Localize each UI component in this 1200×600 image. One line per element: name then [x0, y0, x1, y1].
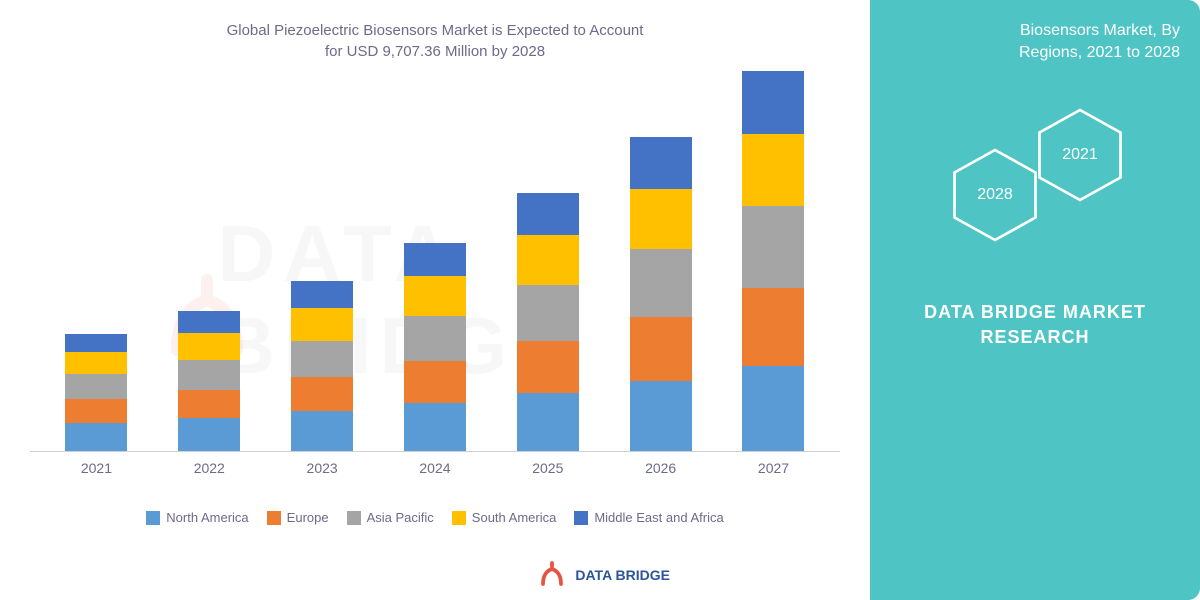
bar-segment: [291, 341, 353, 377]
chart-area: 2021 2022 2023 2024 2025 2026 2027: [30, 72, 840, 492]
bar-group: [51, 334, 141, 451]
chart-title-line2: for USD 9,707.36 Million by 2028: [325, 43, 545, 60]
bar-segment: [178, 333, 240, 360]
bar-segment: [65, 423, 127, 451]
legend-swatch: [267, 511, 281, 525]
right-panel-title: Biosensors Market, By Regions, 2021 to 2…: [890, 20, 1180, 65]
legend-label: South America: [472, 510, 557, 525]
bar-stack: [178, 311, 240, 451]
bar-segment: [517, 393, 579, 451]
legend-swatch: [574, 511, 588, 525]
bar-segment: [65, 374, 127, 399]
x-axis-labels: 2021 2022 2023 2024 2025 2026 2027: [30, 460, 840, 476]
bar-stack: [630, 137, 692, 451]
bar-segment: [404, 361, 466, 403]
legend-item: Asia Pacific: [347, 510, 434, 525]
legend-item: Europe: [267, 510, 329, 525]
bar-segment: [742, 71, 804, 134]
bar-segment: [517, 193, 579, 235]
right-panel: Biosensors Market, By Regions, 2021 to 2…: [870, 0, 1200, 600]
bar-group: [616, 137, 706, 451]
bar-segment: [65, 399, 127, 423]
legend-label: North America: [166, 510, 248, 525]
bars-container: [30, 72, 840, 452]
bar-stack: [65, 334, 127, 451]
hexagon-2021-label: 2021: [1062, 146, 1098, 164]
bar-segment: [178, 311, 240, 333]
bar-group: [390, 243, 480, 451]
right-title-line2: Regions, 2021 to 2028: [1019, 44, 1180, 61]
legend-label: Asia Pacific: [367, 510, 434, 525]
x-axis-label: 2026: [616, 460, 706, 476]
bar-segment: [517, 341, 579, 393]
x-axis-label: 2027: [728, 460, 818, 476]
bar-segment: [291, 377, 353, 411]
chart-title-line1: Global Piezoelectric Biosensors Market i…: [227, 22, 644, 39]
bar-segment: [630, 381, 692, 451]
bar-group: [277, 281, 367, 451]
bar-segment: [742, 366, 804, 451]
bar-stack: [742, 71, 804, 451]
footer-logo: DATA BRIDGE: [537, 560, 670, 590]
x-axis-label: 2022: [164, 460, 254, 476]
footer-logo-text: DATA BRIDGE: [575, 567, 670, 583]
hexagons-container: 2028 2021: [890, 105, 1180, 265]
bar-segment: [742, 206, 804, 288]
legend-item: South America: [452, 510, 557, 525]
main-container: Global Piezoelectric Biosensors Market i…: [0, 0, 1200, 600]
legend-item: Middle East and Africa: [574, 510, 723, 525]
bar-segment: [517, 285, 579, 341]
bar-stack: [404, 243, 466, 451]
bar-group: [728, 71, 818, 451]
bar-stack: [291, 281, 353, 451]
bar-segment: [291, 308, 353, 341]
hexagon-2028-label: 2028: [977, 186, 1013, 204]
bar-group: [164, 311, 254, 451]
bar-segment: [291, 281, 353, 308]
bar-segment: [630, 317, 692, 381]
bar-segment: [65, 334, 127, 352]
bar-segment: [404, 316, 466, 361]
bar-segment: [404, 276, 466, 316]
bar-segment: [630, 189, 692, 249]
bar-segment: [630, 249, 692, 317]
bar-segment: [630, 137, 692, 189]
bar-segment: [178, 418, 240, 451]
bar-segment: [742, 134, 804, 206]
bar-segment: [178, 390, 240, 418]
chart-panel: Global Piezoelectric Biosensors Market i…: [0, 0, 870, 600]
bar-segment: [65, 352, 127, 374]
legend-item: North America: [146, 510, 248, 525]
bar-segment: [178, 360, 240, 390]
legend-label: Europe: [287, 510, 329, 525]
hexagon-2021: 2021: [1035, 105, 1125, 205]
legend: North America Europe Asia Pacific South Ame…: [30, 510, 840, 525]
brand-text: DATA BRIDGE MARKET RESEARCH: [870, 300, 1200, 350]
x-axis-label: 2023: [277, 460, 367, 476]
hexagon-2028: 2028: [950, 145, 1040, 245]
legend-label: Middle East and Africa: [594, 510, 723, 525]
chart-title: Global Piezoelectric Biosensors Market i…: [30, 20, 840, 62]
bar-segment: [517, 235, 579, 285]
x-axis-label: 2025: [503, 460, 593, 476]
bar-group: [503, 193, 593, 451]
x-axis-label: 2024: [390, 460, 480, 476]
brand-line2: RESEARCH: [980, 327, 1089, 347]
right-title-line1: Biosensors Market, By: [1020, 22, 1180, 39]
legend-swatch: [146, 511, 160, 525]
bar-stack: [517, 193, 579, 451]
bar-segment: [291, 411, 353, 451]
bar-segment: [404, 243, 466, 276]
bar-segment: [742, 288, 804, 366]
footer-logo-icon: [537, 560, 567, 590]
x-axis-label: 2021: [51, 460, 141, 476]
bar-segment: [404, 403, 466, 451]
brand-line1: DATA BRIDGE MARKET: [924, 302, 1146, 322]
legend-swatch: [347, 511, 361, 525]
legend-swatch: [452, 511, 466, 525]
